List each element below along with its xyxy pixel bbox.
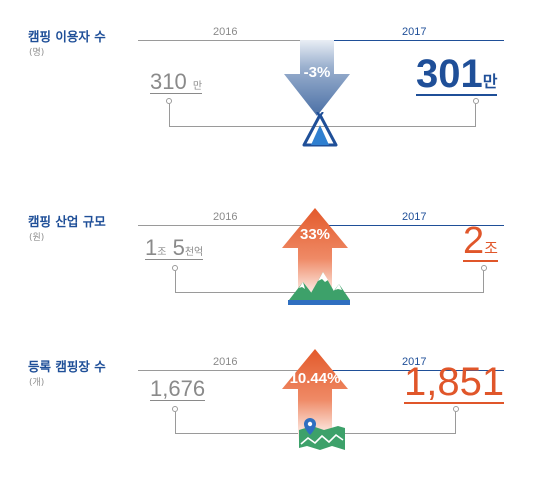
connector-dot-left: [172, 265, 178, 271]
divider-right: [326, 370, 504, 371]
value-2017: 301만: [416, 52, 498, 96]
divider-right: [326, 40, 504, 41]
divider-right: [326, 225, 504, 226]
section-campgrounds: 등록 캠핑장 수 (개) 2016 2017 1,676 1,851 10.44…: [0, 330, 546, 480]
map-pin-icon: [298, 416, 346, 452]
value-suffix: 만: [482, 72, 498, 91]
section-camping-industry: 캠핑 산업 규모 (원) 2016 2017 1조 5천억 2조 33%: [0, 185, 546, 335]
divider-left: [138, 40, 308, 41]
value-number: 310: [150, 69, 187, 94]
year-left: 2016: [213, 211, 238, 223]
connector-dot-right: [453, 406, 459, 412]
value-suffix: 조: [484, 239, 498, 257]
value-number: 301: [416, 52, 483, 96]
value-suffix: 만: [192, 81, 203, 92]
year-right: 2017: [402, 211, 427, 223]
change-percent: -3%: [303, 64, 331, 81]
up-arrow-icon: [282, 208, 348, 300]
section-title: 등록 캠핑장 수: [28, 359, 106, 374]
section-unit: (개): [29, 378, 45, 388]
down-arrow-icon: [284, 40, 350, 116]
value-2016: 1,676: [150, 376, 206, 401]
divider-left: [138, 370, 308, 371]
connector-line: [169, 104, 476, 127]
value-number: 5: [172, 235, 185, 260]
year-left: 2016: [213, 26, 238, 38]
value-number: 2: [463, 220, 485, 262]
section-unit: (명): [29, 48, 45, 58]
connector-dot-right: [481, 265, 487, 271]
change-percent: 10.44%: [289, 370, 341, 387]
value-2017: 1,851: [404, 360, 505, 404]
value-suffix: 조: [157, 247, 167, 258]
value-number: 1,851: [404, 360, 505, 404]
value-suffix: 천억: [184, 247, 204, 258]
section-unit: (원): [29, 233, 45, 243]
value-number: 1,676: [150, 376, 206, 401]
value-2017: 2조: [463, 222, 498, 262]
up-arrow-icon: [282, 349, 348, 441]
value-2016: 310 만: [150, 69, 203, 94]
year-right: 2017: [402, 26, 427, 38]
year-left: 2016: [213, 356, 238, 368]
tent-icon: [302, 112, 338, 148]
connector-dot-left: [172, 406, 178, 412]
year-right: 2017: [402, 356, 427, 368]
value-2016: 1조 5천억: [145, 235, 204, 260]
section-title: 캠핑 산업 규모: [28, 214, 106, 229]
divider-left: [138, 225, 308, 226]
value-number: 1: [145, 235, 158, 260]
change-percent: 33%: [299, 226, 331, 243]
section-camping-users: 캠핑 이용자 수 (명) 2016 2017 310 만 301만 -3%: [0, 0, 546, 150]
connector-dot-left: [166, 98, 172, 104]
section-title: 캠핑 이용자 수: [28, 29, 106, 44]
connector-dot-right: [473, 98, 479, 104]
mountain-icon: [287, 268, 351, 306]
